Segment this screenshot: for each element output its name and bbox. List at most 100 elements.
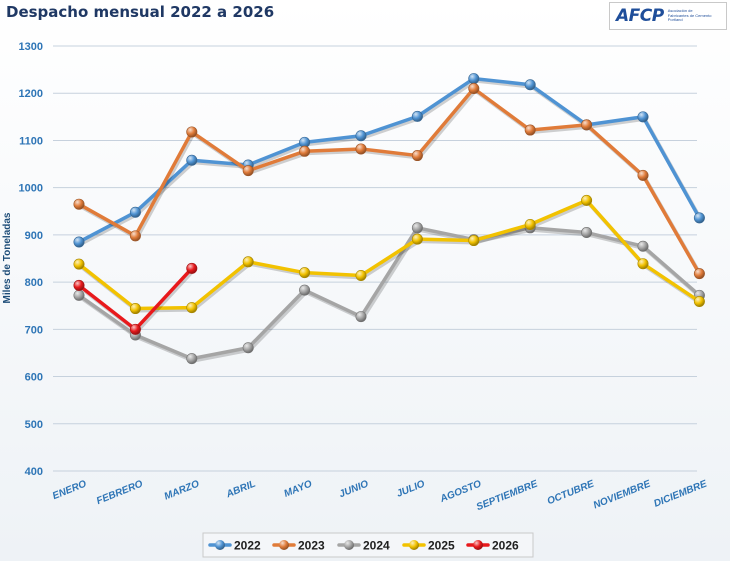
legend-item-2024: 2024 bbox=[337, 539, 390, 553]
x-tick-label: ABRIL bbox=[224, 479, 257, 501]
data-point bbox=[637, 240, 649, 252]
legend-label: 2022 bbox=[234, 539, 261, 553]
x-tick-label: NOVIEMBRE bbox=[592, 478, 653, 511]
data-point bbox=[73, 289, 85, 301]
legend-label: 2024 bbox=[363, 539, 390, 553]
data-point bbox=[693, 268, 705, 280]
legend: 2022 2023 2024 2025 2026 bbox=[202, 532, 534, 558]
series-line-shadow bbox=[79, 227, 703, 363]
data-point bbox=[581, 227, 593, 239]
legend-item-2025: 2025 bbox=[402, 539, 455, 553]
x-tick-label: DICIEMBRE bbox=[652, 478, 708, 509]
series-line bbox=[77, 76, 702, 244]
x-tick-label: MARZO bbox=[163, 479, 201, 503]
data-point bbox=[411, 150, 423, 162]
data-point bbox=[129, 230, 141, 242]
x-axis-ticks: ENERO FEBRERO MARZO ABRIL MAYO JUNIO JULIO AGOS… bbox=[51, 478, 709, 513]
data-point bbox=[355, 269, 367, 281]
data-point bbox=[468, 73, 480, 85]
series-line bbox=[77, 226, 702, 361]
data-point bbox=[242, 256, 254, 268]
data-point bbox=[524, 79, 536, 91]
data-point bbox=[637, 169, 649, 181]
series-2025 bbox=[73, 194, 705, 315]
data-point bbox=[693, 212, 705, 224]
data-point bbox=[186, 302, 198, 314]
data-point bbox=[73, 279, 85, 291]
legend-item-2023: 2023 bbox=[272, 539, 325, 553]
data-point bbox=[524, 124, 536, 136]
legend-marker bbox=[344, 540, 354, 550]
y-axis-ticks: 400 500 600 700 800 900 1000 1100 1200 1300 bbox=[19, 41, 43, 478]
x-tick-label: ENERO bbox=[51, 478, 88, 502]
afcp-logo: AFCP Asociación de Fabricantes de Cement… bbox=[609, 2, 727, 30]
legend-label: 2025 bbox=[428, 539, 455, 553]
data-point bbox=[693, 295, 705, 307]
data-point bbox=[468, 235, 480, 247]
data-point bbox=[129, 206, 141, 218]
logo-mark: AFCP bbox=[616, 6, 664, 26]
series-2022 bbox=[73, 73, 705, 248]
y-tick-label: 1200 bbox=[19, 88, 43, 100]
data-point bbox=[355, 143, 367, 155]
y-axis-label: Miles de Toneladas bbox=[2, 212, 13, 303]
y-tick-label: 800 bbox=[25, 277, 43, 289]
data-point bbox=[637, 111, 649, 123]
x-tick-label: FEBRERO bbox=[95, 479, 145, 508]
data-point bbox=[73, 198, 85, 210]
x-tick-label: OCTUBRE bbox=[546, 478, 596, 507]
legend-marker bbox=[279, 540, 289, 550]
data-point bbox=[299, 267, 311, 279]
y-tick-label: 1000 bbox=[19, 183, 43, 195]
data-point bbox=[581, 194, 593, 206]
data-point bbox=[468, 83, 480, 95]
x-tick-label: MAYO bbox=[282, 479, 313, 500]
y-tick-label: 600 bbox=[25, 372, 43, 384]
data-point bbox=[242, 342, 254, 354]
chart-title: Despacho mensual 2022 a 2026 bbox=[6, 3, 275, 21]
series-2023 bbox=[73, 83, 705, 280]
x-tick-label: SEPTIEMBRE bbox=[475, 478, 540, 513]
series-2024 bbox=[73, 222, 705, 365]
series-2026 bbox=[73, 262, 198, 335]
gridlines bbox=[53, 45, 697, 472]
y-tick-label: 400 bbox=[25, 466, 43, 478]
series-line bbox=[77, 198, 702, 311]
data-point bbox=[73, 236, 85, 248]
data-point bbox=[411, 222, 423, 234]
y-tick-label: 500 bbox=[25, 419, 43, 431]
legend-marker bbox=[215, 540, 225, 550]
data-point bbox=[186, 154, 198, 166]
data-point bbox=[299, 145, 311, 157]
data-point bbox=[242, 165, 254, 177]
data-point bbox=[411, 110, 423, 122]
data-point bbox=[355, 130, 367, 142]
x-tick-label: JUNIO bbox=[338, 478, 371, 500]
data-point bbox=[186, 262, 198, 274]
series-lines bbox=[73, 73, 705, 365]
series-line-shadow bbox=[79, 78, 703, 246]
legend-marker bbox=[473, 540, 483, 550]
data-point bbox=[411, 233, 423, 245]
y-tick-label: 700 bbox=[25, 324, 43, 336]
y-tick-label: 1100 bbox=[19, 135, 43, 147]
legend-marker bbox=[409, 540, 419, 550]
legend-item-2026: 2026 bbox=[466, 539, 519, 553]
y-tick-label: 900 bbox=[25, 230, 43, 242]
data-point bbox=[524, 219, 536, 231]
data-point bbox=[581, 119, 593, 131]
data-point bbox=[129, 323, 141, 335]
data-point bbox=[73, 258, 85, 270]
x-tick-label: AGOSTO bbox=[438, 479, 483, 506]
series-line bbox=[77, 86, 702, 276]
y-tick-label: 1300 bbox=[19, 41, 43, 53]
legend-label: 2023 bbox=[298, 539, 325, 553]
legend-label: 2026 bbox=[492, 539, 519, 553]
x-tick-label: JULIO bbox=[395, 479, 427, 500]
data-point bbox=[355, 311, 367, 323]
data-point bbox=[129, 303, 141, 315]
data-point bbox=[186, 126, 198, 138]
data-point bbox=[637, 258, 649, 270]
logo-subtitle: Asociación de Fabricantes de Cemento Por… bbox=[667, 8, 712, 23]
